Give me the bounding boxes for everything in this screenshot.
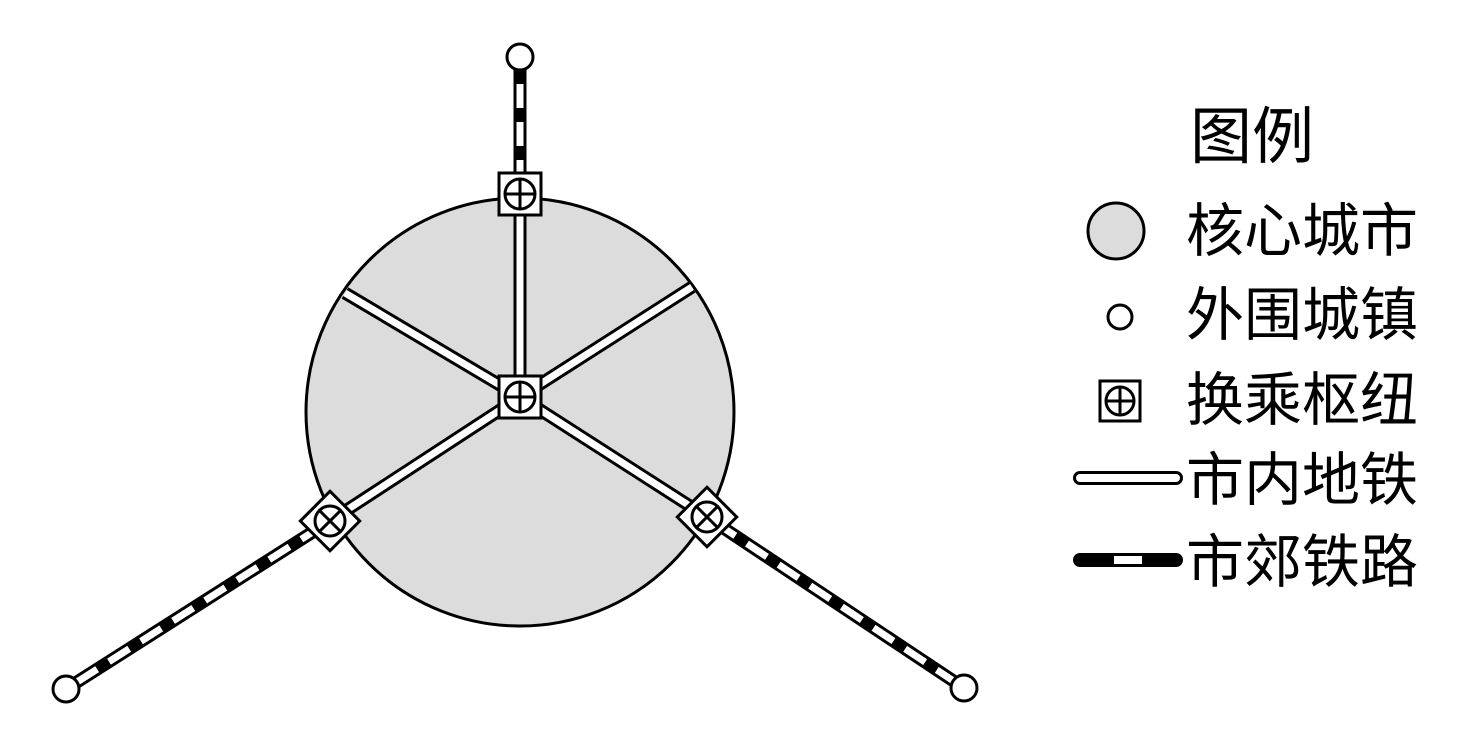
railway-black-dashes-southwest	[63, 517, 333, 693]
transfer-hub-cross-v	[318, 509, 342, 533]
outer-town-north	[505, 42, 535, 72]
outer-towns	[51, 42, 979, 704]
legend-label-outer-town: 外围城镇	[1186, 281, 1418, 349]
legend-transfer-hub-symbol	[1098, 379, 1142, 423]
legend-title: 图例	[1190, 100, 1314, 173]
legend-core-city-symbol	[1086, 201, 1146, 261]
metro-line-center-northeast	[518, 284, 694, 400]
transfer-hub-north	[497, 171, 543, 217]
metro-line-center-northwest	[343, 289, 522, 401]
legend-label-core-city: 核心城市	[1186, 197, 1418, 265]
transfer-hub-southeast	[675, 485, 739, 549]
outer-town-southeast	[949, 673, 979, 703]
legend: 图例 核心城市 外围城镇 换乘枢纽 市内地铁 市郊铁路	[1073, 100, 1418, 596]
legend-label-suburban-railway: 市郊铁路	[1186, 528, 1418, 596]
transfer-hubs	[298, 171, 739, 553]
urban-metro-lines	[326, 194, 711, 527]
legend-outer-town-symbol	[1106, 303, 1134, 331]
railway-black-dashes-southeast	[704, 513, 967, 692]
transfer-hub-southwest	[298, 489, 362, 553]
legend-label-transfer-hub: 换乘枢纽	[1186, 366, 1418, 434]
transfer-hub-center	[497, 374, 543, 420]
transfer-hub-cross-v	[695, 505, 719, 529]
suburban-railways	[62, 57, 968, 695]
legend-label-urban-metro: 市内地铁	[1186, 446, 1418, 514]
metro-line-center-southeast	[518, 394, 709, 520]
outer-town-southwest	[51, 674, 81, 704]
metro-line-center-southwest	[328, 394, 522, 524]
